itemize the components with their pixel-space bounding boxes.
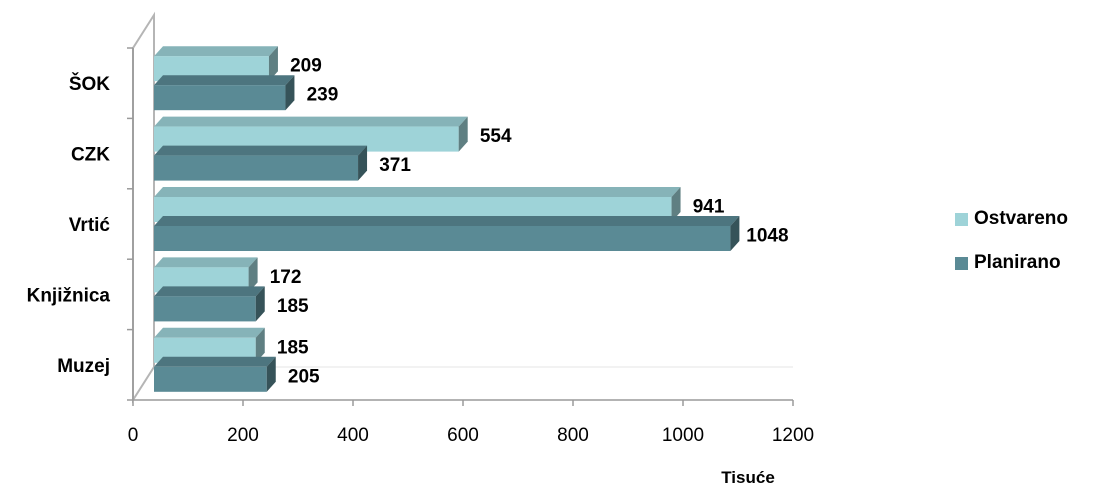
- legend-swatch-ostvareno: [955, 212, 968, 226]
- chart-legend: Ostvareno Planirano: [955, 208, 1068, 296]
- legend-label-planirano: Planirano: [974, 252, 1061, 273]
- bar-end-face: [358, 145, 368, 181]
- bar-top-face: [154, 286, 265, 297]
- bar-planirano: [154, 75, 295, 111]
- bar-end-face: [268, 46, 278, 82]
- bar-planirano: [154, 145, 368, 181]
- category-label: CZK: [71, 145, 110, 166]
- chart-labels: 0 200 400 600 800 1000 1200 ŠOK CZK Vrtić Knjižnic…: [27, 56, 815, 446]
- data-label: 172: [270, 267, 302, 288]
- x-tick-label: 400: [337, 425, 369, 446]
- bar-planirano: [154, 356, 276, 392]
- category-label: Vrtić: [69, 215, 111, 236]
- x-tick-label: 1000: [662, 425, 704, 446]
- bar-front-face: [154, 296, 256, 322]
- bar-front-face: [154, 85, 286, 111]
- data-label: 941: [693, 197, 725, 218]
- x-tick-label: 600: [447, 425, 479, 446]
- bar-top-face: [154, 75, 295, 86]
- x-tick-label: 0: [128, 425, 139, 446]
- data-label: 205: [288, 366, 320, 387]
- legend-label-ostvareno: Ostvareno: [974, 208, 1068, 229]
- side-wall: [132, 11, 155, 404]
- legend-item-ostvareno: Ostvareno: [955, 208, 1068, 230]
- data-label: 371: [379, 155, 411, 176]
- bar-end-face: [248, 257, 258, 293]
- chart-bars: [154, 46, 740, 392]
- bar-top-face: [154, 327, 265, 338]
- category-label: Knjižnica: [27, 285, 111, 306]
- bar-end-face: [255, 327, 265, 363]
- bar-top-face: [154, 216, 740, 226]
- data-label: 1048: [746, 226, 788, 247]
- bar-planirano: [154, 286, 265, 322]
- bar-top-face: [154, 356, 276, 367]
- legend-swatch-planirano: [955, 256, 968, 270]
- bar-end-face: [458, 116, 468, 152]
- x-tick-label: 800: [557, 425, 589, 446]
- data-label: 554: [480, 126, 512, 147]
- bar-end-face: [730, 216, 740, 251]
- data-label: 185: [277, 337, 309, 358]
- bar-front-face: [154, 366, 267, 392]
- x-axis-title: Tisuće: [721, 468, 775, 487]
- bar-top-face: [154, 257, 258, 268]
- bar-top-face: [154, 46, 278, 57]
- category-label: ŠOK: [69, 73, 110, 95]
- bar-end-face: [671, 187, 681, 222]
- bar-top-face: [154, 116, 468, 127]
- legend-item-planirano: Planirano: [955, 252, 1068, 274]
- data-label: 239: [307, 85, 339, 106]
- bar-top-face: [154, 145, 368, 156]
- bar-front-face: [154, 155, 359, 181]
- data-label: 209: [290, 56, 322, 77]
- bar-top-face: [154, 187, 681, 197]
- x-tick-label: 200: [227, 425, 259, 446]
- category-label: Muzej: [57, 356, 110, 377]
- bar-planirano: [154, 216, 740, 251]
- x-tick-label: 1200: [772, 425, 814, 446]
- bar-end-face: [266, 356, 276, 392]
- data-label: 185: [277, 296, 309, 317]
- bar-front-face: [154, 226, 731, 251]
- bar-end-face: [285, 75, 295, 111]
- bar-end-face: [255, 286, 265, 322]
